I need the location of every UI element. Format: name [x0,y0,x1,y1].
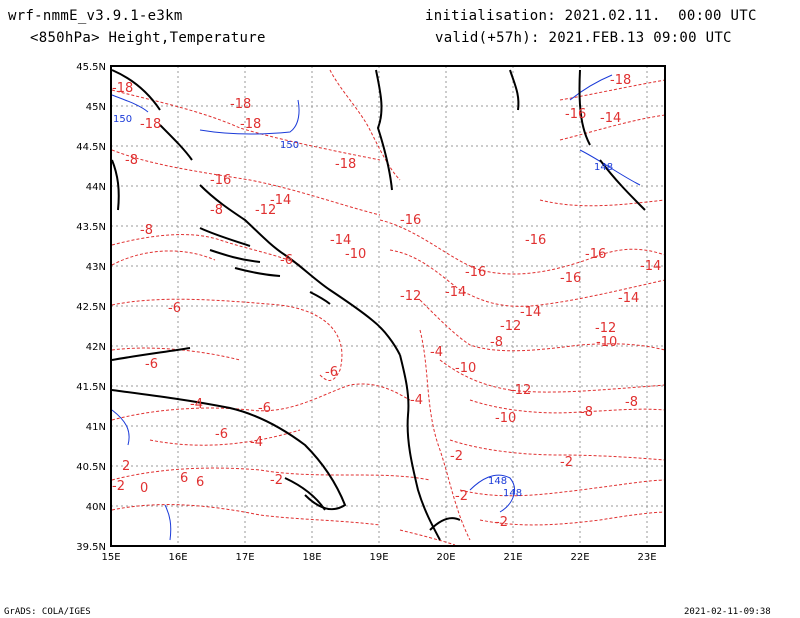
lat-tick: 41.5N [76,382,106,393]
init-time: initialisation: 2021.02.11. 00:00 UTC [425,8,757,24]
height-label: 148 [503,488,522,499]
temperature-label: -6 [325,365,338,380]
temperature-label: -8 [140,223,153,238]
temperature-label: -14 [618,291,639,306]
temperature-label: -16 [560,271,581,286]
temperature-label: -12 [595,321,616,336]
temperature-label: -8 [580,405,593,420]
lat-tick: 44.5N [76,142,106,153]
map-frame [110,65,666,547]
height-label: 150 [280,140,299,151]
temperature-label: -2 [495,515,508,530]
temperature-label: -6 [215,427,228,442]
temperature-label: -4 [250,435,263,450]
temperature-labels: -18 -18 -18 -18 -18 -18 -16 -16 -16 -16 … [112,73,661,530]
lon-tick: 22E [570,552,589,563]
temperature-label: -2 [270,473,283,488]
lat-axis: 45.5N 45N 44.5N 44N 43.5N 43N 42.5N 42N … [76,62,106,553]
grid-lines [111,66,665,546]
credit-label: GrADS: COLA/IGES [4,607,91,617]
temperature-label: -4 [190,397,203,412]
temperature-label: -16 [525,233,546,248]
temperature-label: -10 [596,335,617,350]
lon-tick: 17E [235,552,254,563]
temperature-label: 2 [122,459,130,474]
lat-tick: 40.5N [76,462,106,473]
valid-time: valid(+57h): 2021.FEB.13 09:00 UTC [435,30,732,46]
temperature-label: -6 [168,301,181,316]
lat-tick: 40N [86,502,106,513]
temperature-label: -2 [450,449,463,464]
temperature-label: -16 [585,247,606,262]
temperature-label: -16 [400,213,421,228]
temperature-label: -14 [520,305,541,320]
temperature-label: -14 [640,259,661,274]
temperature-label: -2 [560,455,573,470]
lon-tick: 20E [436,552,455,563]
lon-tick: 18E [302,552,321,563]
temperature-label: -18 [230,97,251,112]
height-contours [111,74,641,541]
temperature-label: -12 [400,289,421,304]
lat-tick: 45N [86,102,106,113]
temperature-label: -12 [255,203,276,218]
lat-tick: 42N [86,342,106,353]
temperature-label: -16 [565,107,586,122]
temperature-label: -18 [112,81,133,96]
height-labels: 150 150 148 148 148 [113,114,613,499]
lon-tick: 23E [637,552,656,563]
lon-tick: 21E [503,552,522,563]
temperature-label: -14 [330,233,351,248]
temperature-label: -16 [210,173,231,188]
temperature-label: -12 [500,319,521,334]
temperature-label: -8 [490,335,503,350]
temperature-contours [111,69,666,546]
temperature-label: 0 [140,481,148,496]
height-label: 150 [113,114,132,125]
temperature-label: -6 [258,401,271,416]
temperature-label: -8 [210,203,223,218]
temperature-label: -2 [112,479,125,494]
coastlines [111,69,646,541]
temperature-label: -18 [610,73,631,88]
temperature-label: 6 [196,475,204,490]
lat-tick: 42.5N [76,302,106,313]
temperature-label: -10 [455,361,476,376]
temperature-label: -14 [600,111,621,126]
temperature-label: -12 [510,383,531,398]
temperature-label: -2 [455,489,468,504]
height-label: 148 [594,162,613,173]
lat-tick: 44N [86,182,106,193]
temperature-label: -8 [625,395,638,410]
temperature-label: -18 [240,117,261,132]
temperature-label: -18 [140,117,161,132]
temperature-label: -14 [445,285,466,300]
temperature-label: -4 [410,393,423,408]
lat-tick: 41N [86,422,106,433]
lat-tick: 43.5N [76,222,106,233]
lon-tick: 19E [369,552,388,563]
lon-tick: 16E [168,552,187,563]
lon-axis: 15E 16E 17E 18E 19E 20E 21E 22E 23E [101,552,656,563]
temperature-label: -8 [125,153,138,168]
lat-tick: 39.5N [76,542,106,553]
timestamp-label: 2021-02-11-09:38 [684,607,771,617]
temperature-label: -6 [280,253,293,268]
temperature-label: -10 [345,247,366,262]
lat-tick: 43N [86,262,106,273]
temperature-label: -6 [145,357,158,372]
temperature-label: -10 [495,411,516,426]
lon-tick: 15E [101,552,120,563]
temperature-label: -16 [465,265,486,280]
height-label: 148 [488,476,507,487]
lat-tick: 45.5N [76,62,106,73]
temperature-label: -14 [270,193,291,208]
model-title: wrf-nmmE_v3.9.1-e3km [8,8,183,24]
temperature-label: 6 [180,471,188,486]
product-title: <850hPa> Height,Temperature [30,30,266,46]
temperature-label: -18 [335,157,356,172]
temperature-label: -4 [430,345,443,360]
